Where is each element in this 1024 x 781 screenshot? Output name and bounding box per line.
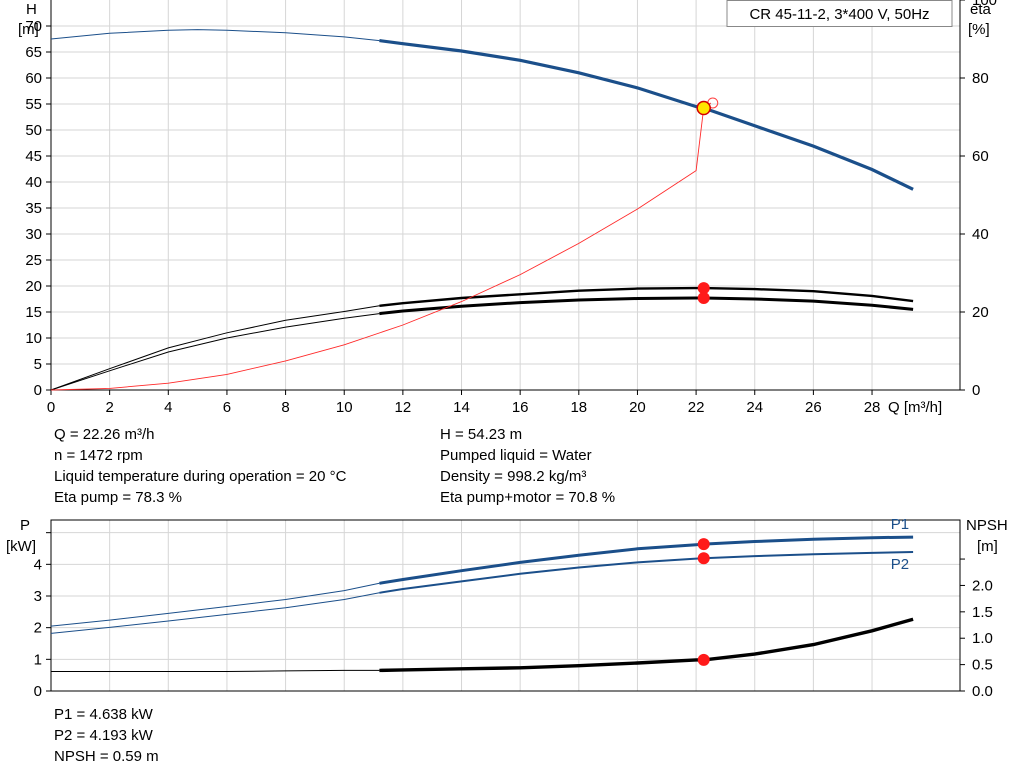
grid-lines bbox=[50, 0, 960, 391]
eta-tick-label: 40 bbox=[972, 226, 989, 243]
H-curve-extended bbox=[50, 29, 380, 42]
p2-curve-extended bbox=[50, 592, 380, 634]
head-value: H = 54.23 m bbox=[440, 426, 523, 443]
y-tick-label: 10 bbox=[25, 330, 42, 347]
liquid-temperature-value: Liquid temperature during operation = 20… bbox=[54, 468, 347, 485]
eta_pump_motor-curve bbox=[379, 296, 914, 316]
x-tick-label: 22 bbox=[688, 399, 705, 416]
pump-model-box bbox=[726, 0, 953, 27]
power-npsh-chart: 0 1 2 3 4 0.0 0.5 1.0 1.5 2.0 P [kW] NPSH [m] P1 P2 bbox=[6, 516, 1008, 700]
npsh-tick-label: 1.0 bbox=[972, 630, 993, 647]
npsh-value: NPSH = 0.59 m bbox=[54, 748, 159, 765]
H-curve bbox=[379, 39, 914, 191]
p-tick-label: 2 bbox=[34, 620, 42, 637]
x-tick-label: 10 bbox=[336, 399, 353, 416]
y-tick-label: 70 bbox=[25, 18, 42, 35]
pumped-liquid-value: Pumped liquid = Water bbox=[440, 447, 592, 464]
x-tick-label: 28 bbox=[864, 399, 881, 416]
x-tick-label: 12 bbox=[395, 399, 412, 416]
x-tick-label: 16 bbox=[512, 399, 529, 416]
eta_pump-curve-extended bbox=[50, 305, 380, 391]
y-tick-label: 20 bbox=[25, 278, 42, 295]
eta-tick-label: 100 bbox=[972, 0, 997, 9]
x-tick-label: 14 bbox=[453, 399, 470, 416]
npsh-curve bbox=[379, 617, 914, 673]
p1-legend-label: P1 bbox=[891, 516, 909, 533]
p-axis-label: P bbox=[20, 517, 30, 534]
eta-tick-label: 20 bbox=[972, 304, 989, 321]
y-tick-label: 65 bbox=[25, 44, 42, 61]
p1-duty-point bbox=[697, 538, 710, 551]
x-tick-label: 24 bbox=[746, 399, 763, 416]
grid-lines bbox=[50, 520, 960, 692]
x-tick-label: 8 bbox=[281, 399, 289, 416]
y-tick-label: 60 bbox=[25, 70, 42, 87]
y-tick-label: 35 bbox=[25, 200, 42, 217]
npsh-axis-unit: [m] bbox=[977, 538, 998, 555]
npsh-tick-label: 0.5 bbox=[972, 657, 993, 674]
eta-pump-point bbox=[697, 282, 710, 295]
p-tick-label: 1 bbox=[34, 651, 42, 668]
x-tick-label: 6 bbox=[223, 399, 231, 416]
p-axis-unit: [kW] bbox=[6, 538, 36, 555]
flow-value: Q = 22.26 m³/h bbox=[54, 426, 155, 443]
npsh-tick-label: 0.0 bbox=[972, 683, 993, 700]
p2-duty-point bbox=[697, 552, 710, 565]
x-axis-label: Q [m³/h] bbox=[888, 399, 942, 416]
x-tick-label: 26 bbox=[805, 399, 822, 416]
eta_pump-curve bbox=[379, 286, 914, 307]
density-value: Density = 998.2 kg/m³ bbox=[440, 468, 587, 485]
p-tick-label: 3 bbox=[34, 588, 42, 605]
npsh-duty-point bbox=[697, 653, 710, 666]
y-tick-label: 0 bbox=[34, 382, 42, 399]
x-tick-label: 0 bbox=[47, 399, 55, 416]
npsh-tick-label: 2.0 bbox=[972, 577, 993, 594]
p1-value: P1 = 4.638 kW bbox=[54, 706, 153, 723]
y-tick-label: 15 bbox=[25, 304, 42, 321]
y-tick-label: 45 bbox=[25, 148, 42, 165]
duty-point-marker bbox=[696, 100, 711, 116]
h-axis-label: H bbox=[26, 1, 37, 18]
eta-pump-value: Eta pump = 78.3 % bbox=[54, 489, 182, 506]
y-tick-label: 30 bbox=[25, 226, 42, 243]
eta-tick-label: 60 bbox=[972, 148, 989, 165]
x-tick-label: 4 bbox=[164, 399, 172, 416]
y-tick-label: 55 bbox=[25, 96, 42, 113]
x-tick-label: 20 bbox=[629, 399, 646, 416]
eta-tick-label: 0 bbox=[972, 382, 980, 399]
p2-curve bbox=[379, 551, 914, 594]
eta-pump-motor-point bbox=[697, 291, 710, 304]
pump-model-label: CR 45-11-2, 3*400 V, 50Hz bbox=[749, 6, 929, 23]
speed-value: n = 1472 rpm bbox=[54, 447, 143, 464]
y-tick-label: 5 bbox=[34, 356, 42, 373]
y-tick-label: 40 bbox=[25, 174, 42, 191]
eta-axis-label: eta bbox=[970, 1, 992, 18]
p-tick-label: 4 bbox=[34, 556, 42, 573]
p2-legend-label: P2 bbox=[891, 556, 909, 573]
eta-pump-motor-value: Eta pump+motor = 70.8 % bbox=[440, 489, 616, 506]
npsh-tick-label: 1.5 bbox=[972, 604, 993, 621]
p1-curve bbox=[379, 535, 914, 585]
x-tick-label: 18 bbox=[570, 399, 587, 416]
power-info: P1 = 4.638 kW P2 = 4.193 kW NPSH = 0.59 … bbox=[54, 704, 159, 767]
pump-curve-chart: 0510152025303540455055606570020406080100… bbox=[18, 0, 997, 416]
x-tick-label: 2 bbox=[105, 399, 113, 416]
eta_pump_motor-curve-extended bbox=[50, 313, 380, 391]
duty-info-left: Q = 22.26 m³/h n = 1472 rpm Liquid tempe… bbox=[54, 424, 346, 508]
npsh-curve-extended bbox=[51, 669, 380, 672]
eta-tick-label: 80 bbox=[972, 70, 989, 87]
eta-axis-unit: [%] bbox=[968, 21, 990, 38]
y-tick-label: 25 bbox=[25, 252, 42, 269]
p-tick-label: 0 bbox=[34, 683, 42, 700]
system-curve bbox=[50, 102, 712, 391]
y-tick-label: 50 bbox=[25, 122, 42, 139]
p1-curve-extended bbox=[50, 582, 380, 627]
duty-info-right: H = 54.23 m Pumped liquid = Water Densit… bbox=[440, 424, 615, 508]
h-axis-unit: [m] bbox=[18, 21, 39, 38]
plot-frame bbox=[50, 519, 961, 692]
p2-value: P2 = 4.193 kW bbox=[54, 727, 153, 744]
npsh-axis-label: NPSH bbox=[966, 517, 1008, 534]
